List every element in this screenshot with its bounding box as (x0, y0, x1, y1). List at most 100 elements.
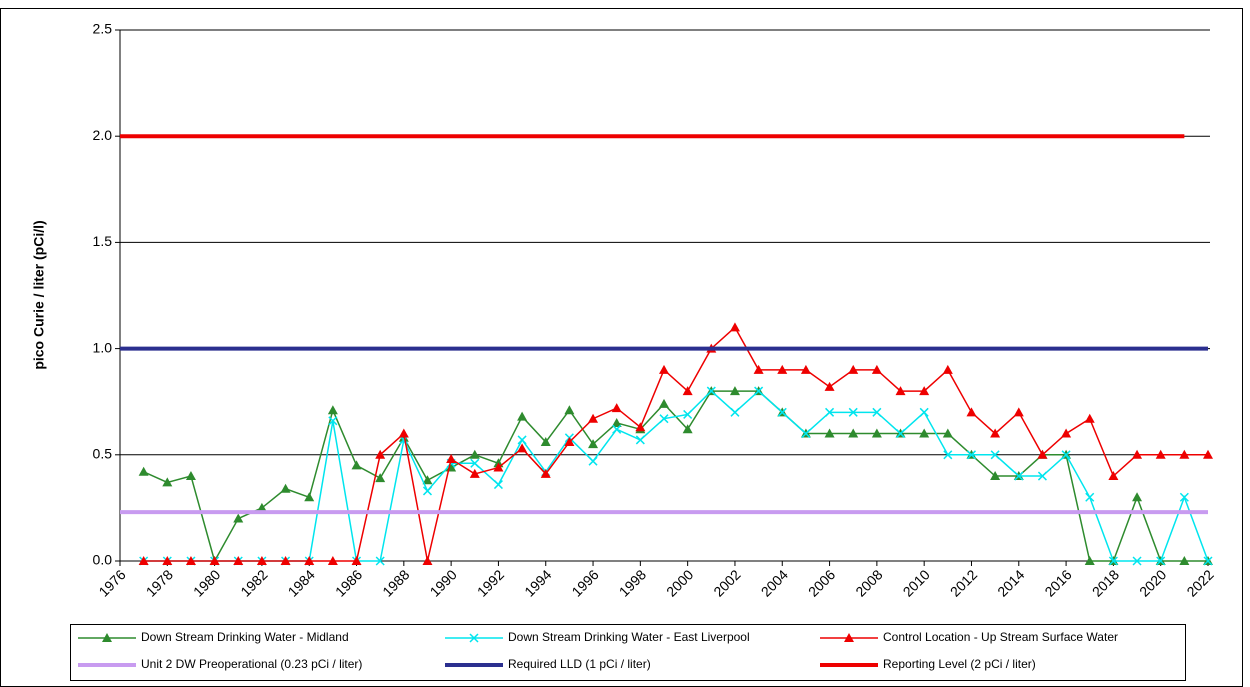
data-point (209, 556, 220, 565)
data-point (729, 386, 740, 396)
data-point (990, 428, 1001, 438)
legend-label: Down Stream Drinking Water - East Liverp… (508, 630, 750, 644)
data-point (942, 428, 953, 438)
data-point (824, 381, 835, 391)
series-line (143, 326, 1208, 562)
data-point (1084, 413, 1095, 423)
y-tick-label: 1.0 (93, 339, 113, 355)
data-point (682, 424, 693, 434)
data-point (304, 556, 315, 565)
data-point (1037, 449, 1048, 459)
data-point (588, 413, 599, 423)
legend-marker (844, 633, 854, 642)
y-tick-label: 2.5 (93, 21, 113, 37)
x-tick-label: 1980 (190, 566, 223, 599)
data-point (871, 428, 882, 438)
data-point (233, 513, 244, 523)
data-point (1155, 449, 1166, 459)
data-point (351, 556, 362, 565)
x-tick-label: 2008 (852, 566, 885, 599)
data-point (683, 409, 693, 419)
data-point (848, 428, 859, 438)
data-point (304, 492, 315, 502)
data-point (588, 456, 598, 466)
data-point (256, 556, 267, 565)
data-point (942, 364, 953, 374)
data-point (990, 471, 1001, 481)
data-point (1084, 556, 1095, 565)
data-point (1061, 428, 1072, 438)
data-point (564, 437, 575, 447)
legend-marker (469, 633, 479, 643)
data-point (540, 437, 551, 447)
data-point (327, 556, 338, 565)
data-point (446, 454, 457, 464)
data-point (564, 405, 575, 415)
legend-label: Reporting Level (2 pCi / liter) (883, 657, 1036, 671)
data-point (1108, 471, 1119, 481)
data-point (493, 480, 503, 490)
data-point (753, 364, 764, 374)
data-point (966, 407, 977, 417)
data-point (162, 556, 173, 565)
data-point (422, 486, 433, 496)
data-point (422, 556, 433, 565)
data-point (659, 364, 669, 374)
legend-marker (102, 633, 112, 642)
x-tick-label: 1990 (427, 566, 460, 599)
x-tick-label: 2016 (1041, 566, 1074, 599)
x-tick-label: 2006 (805, 566, 838, 599)
data-point (848, 407, 858, 417)
x-tick-label: 1978 (143, 566, 176, 599)
data-point (943, 450, 953, 460)
data-point (919, 428, 930, 438)
legend-box (70, 624, 1186, 681)
y-tick-label: 0.5 (93, 446, 113, 462)
data-point (256, 502, 267, 512)
data-point (706, 386, 716, 396)
legend-label: Down Stream Drinking Water - Midland (141, 630, 349, 644)
x-tick-label: 2002 (710, 566, 743, 599)
data-point (895, 386, 906, 396)
data-point (588, 439, 599, 449)
data-point (871, 364, 882, 374)
data-point (682, 386, 693, 396)
data-point (895, 429, 906, 439)
data-point (327, 405, 338, 415)
data-point (351, 460, 362, 470)
y-axis-label: pico Curie / liter (pCi/l) (31, 220, 47, 369)
data-point (730, 407, 740, 417)
data-point (375, 556, 385, 566)
data-point (233, 556, 244, 565)
x-tick-label: 2010 (900, 566, 933, 599)
data-point (185, 556, 196, 565)
data-point (966, 450, 977, 460)
data-point (1179, 556, 1190, 565)
data-point (1203, 449, 1213, 459)
data-point (919, 386, 930, 396)
data-point (138, 556, 149, 565)
data-point (872, 407, 882, 417)
x-tick-label: 2022 (1183, 566, 1216, 599)
data-point (612, 424, 622, 434)
data-point (1108, 556, 1118, 566)
data-point (138, 466, 149, 476)
data-point (469, 449, 480, 459)
x-tick-label: 1996 (568, 566, 601, 599)
data-point (777, 407, 787, 417)
data-point (611, 403, 622, 413)
data-point (611, 417, 622, 427)
data-point (398, 428, 409, 438)
x-tick-label: 1982 (237, 566, 270, 599)
x-tick-label: 2004 (758, 566, 791, 599)
data-point (280, 483, 291, 493)
data-point (825, 407, 835, 417)
x-tick-label: 2014 (994, 566, 1027, 599)
x-tick-label: 1994 (521, 566, 554, 599)
data-point (1179, 492, 1189, 502)
data-point (635, 435, 645, 445)
data-point (635, 422, 646, 432)
data-point (801, 429, 811, 439)
data-point (919, 407, 929, 417)
data-point (375, 473, 386, 483)
